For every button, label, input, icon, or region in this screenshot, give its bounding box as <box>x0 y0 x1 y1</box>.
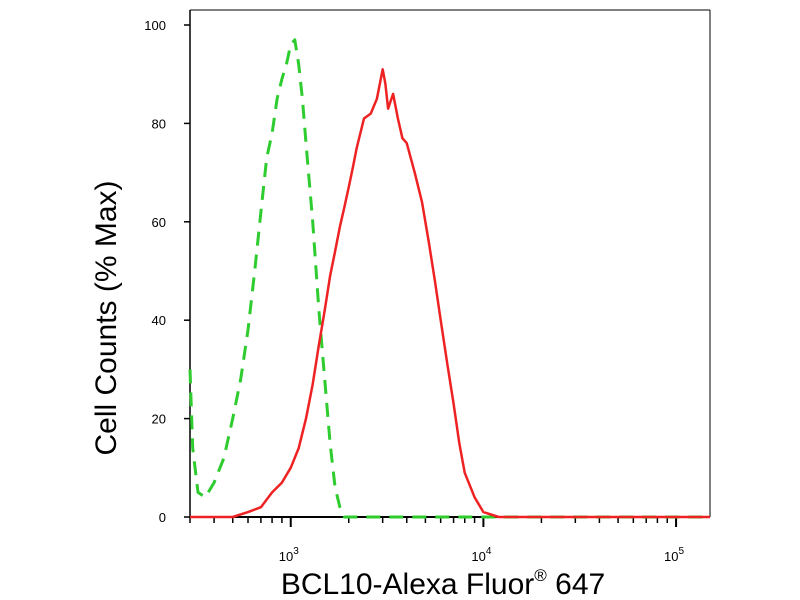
y-tick-label: 40 <box>152 313 166 328</box>
y-axis-title: Cell Counts (% Max) <box>90 180 123 455</box>
x-axis-title-main: BCL10-Alexa Fluor <box>281 568 534 600</box>
series-line-dashed <box>188 38 710 519</box>
y-tick-label: 0 <box>159 510 166 525</box>
x-tick-label-exponent: 4 <box>486 546 492 557</box>
series-line-solid <box>190 68 710 519</box>
x-tick-label: 103 <box>279 546 299 564</box>
x-tick-label-exponent: 5 <box>679 546 685 557</box>
x-axis-title-superscript: ® <box>534 566 547 585</box>
x-tick-label-base: 10 <box>279 549 293 564</box>
y-tick-label: 100 <box>144 18 166 33</box>
x-tick-label: 104 <box>471 546 491 564</box>
x-axis-title-suffix: 647 <box>547 568 605 600</box>
y-tick-label: 80 <box>152 116 166 131</box>
x-tick-label-exponent: 3 <box>293 546 299 557</box>
x-axis-title: BCL10-Alexa Fluor® 647 <box>281 566 605 600</box>
y-tick-label: 60 <box>152 215 166 230</box>
x-axis-ticks: 103 104 105 <box>189 517 685 564</box>
y-axis-ticks: 0 20 40 60 80 100 <box>144 18 190 525</box>
x-tick-label-base: 10 <box>471 549 485 564</box>
plot-frame <box>189 9 711 518</box>
x-tick-label-base: 10 <box>664 549 678 564</box>
y-tick-label: 20 <box>152 412 166 427</box>
x-tick-label: 105 <box>664 546 684 564</box>
series-group <box>188 38 710 519</box>
